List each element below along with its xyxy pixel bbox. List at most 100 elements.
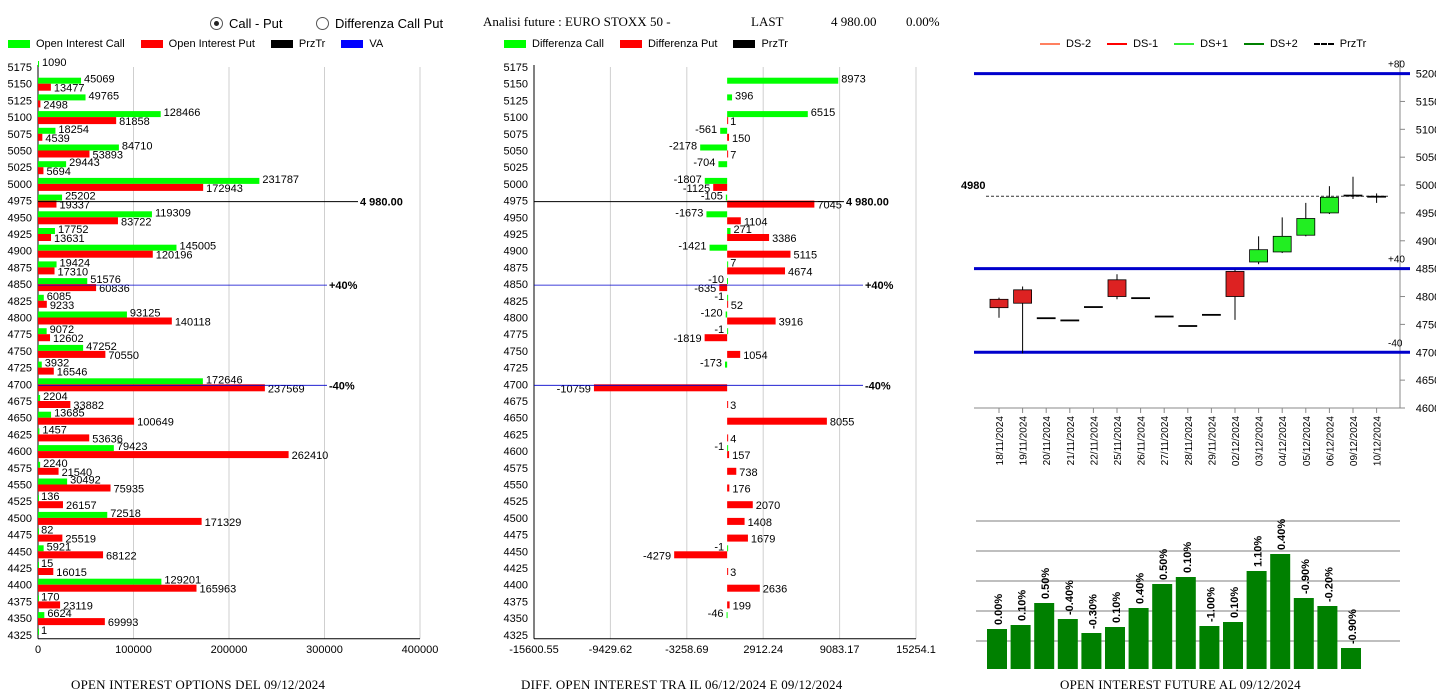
future-oi-value-label: 1.10% xyxy=(1253,536,1265,567)
diff-put-value-label: 1054 xyxy=(743,350,767,362)
put-value-label: 68122 xyxy=(106,550,137,562)
diff-put-bar xyxy=(704,334,728,342)
radio-call-put[interactable]: Call - Put xyxy=(210,16,282,31)
call-bar xyxy=(38,411,52,418)
strike-tick-label: 4900 xyxy=(8,246,32,258)
call-bar xyxy=(38,361,42,368)
future-oi-bar xyxy=(1152,584,1173,669)
y-tick-label: 4900 xyxy=(1416,236,1436,248)
put-value-label: 53893 xyxy=(92,150,123,162)
call-value-label: 5921 xyxy=(47,541,71,553)
strike-tick-label: 4775 xyxy=(504,329,528,341)
put-value-label: 140118 xyxy=(175,317,211,329)
diff-put-bar xyxy=(727,484,730,492)
diff-put-value-label: 4 xyxy=(730,433,736,445)
call-value-label: 82 xyxy=(41,525,53,537)
put-bar xyxy=(38,534,63,542)
radio-differenza[interactable]: Differenza Call Put xyxy=(316,16,443,31)
future-oi-chart: 0.00% 0.10% 0.50% -0.40% -0.30% 0.10% 0.40% 0.5… xyxy=(976,519,1400,669)
diff-call-bar xyxy=(720,127,728,134)
put-value-label: 21540 xyxy=(62,467,93,479)
legend-prztr3-label: PrzTr xyxy=(1339,38,1367,50)
y-tick-label: 5050 xyxy=(1416,152,1436,164)
strike-tick-label: 5125 xyxy=(504,95,528,107)
diff-put-bar xyxy=(727,401,729,408)
diff-put-value-label: 3 xyxy=(730,400,736,412)
level-label: -40 xyxy=(1388,338,1403,349)
future-oi-value-label: -0.20% xyxy=(1323,567,1335,602)
call-value-label: 15 xyxy=(41,558,53,570)
diff-put-bar xyxy=(727,434,729,442)
call-value-label: 84710 xyxy=(122,141,153,153)
strike-tick-label: 4375 xyxy=(504,596,528,608)
future-oi-bar xyxy=(1223,622,1243,669)
put-bar xyxy=(38,601,61,609)
future-oi-bar xyxy=(1175,577,1196,669)
put-bar xyxy=(38,618,105,626)
legend-swatch-prztr3 xyxy=(1313,43,1334,45)
strike-tick-label: 4475 xyxy=(504,530,528,542)
put-value-label: 25519 xyxy=(65,534,96,546)
put-value-label: 172943 xyxy=(206,183,243,195)
x-tick-label: 2912.24 xyxy=(743,644,783,656)
diff-put-value-label: 1104 xyxy=(744,216,768,228)
strike-tick-label: 4400 xyxy=(504,580,528,592)
x-tick-label: 300000 xyxy=(306,644,343,656)
legend-future: DS-2 DS-1 DS+1 DS+2 PrzTr xyxy=(1040,38,1382,50)
call-value-label: 1090 xyxy=(42,57,66,69)
call-value-label: 45069 xyxy=(84,74,115,86)
strike-tick-label: 4925 xyxy=(8,229,32,241)
legend-swatch-va xyxy=(341,40,364,48)
radio-differenza-label: Differenza Call Put xyxy=(335,16,444,31)
future-oi-bar xyxy=(1081,633,1102,669)
strike-tick-label: 4750 xyxy=(8,346,32,358)
put-bar xyxy=(38,350,106,358)
x-tick-label: -9429.62 xyxy=(589,644,632,656)
diff-put-value-label: 3916 xyxy=(779,317,803,329)
diff-call-value-label: 6515 xyxy=(811,107,835,119)
put-value-label: 16015 xyxy=(56,567,87,579)
candle-body xyxy=(1060,319,1080,322)
candle-body xyxy=(1154,315,1174,318)
call-value-label: 17752 xyxy=(58,224,89,236)
diff-put-bar xyxy=(727,350,741,358)
diff-call-value-label: 271 xyxy=(733,224,751,236)
diff-call-value-label: -1673 xyxy=(675,207,703,219)
put-bar xyxy=(38,467,59,475)
call-bar xyxy=(38,344,84,351)
call-bar xyxy=(38,111,161,118)
put-bar xyxy=(38,133,43,141)
strike-tick-label: 4925 xyxy=(504,229,528,241)
future-oi-value-label: 0.10% xyxy=(1229,587,1241,618)
strike-tick-label: 4350 xyxy=(504,613,528,625)
last-value: 4 980.00 xyxy=(831,14,877,29)
strike-tick-label: 5150 xyxy=(504,79,528,91)
last-label: LAST xyxy=(751,14,784,29)
legend-diff: Differenza Call Differenza Put PrzTr xyxy=(504,38,804,50)
strike-tick-label: 5175 xyxy=(8,62,32,74)
future-oi-bar xyxy=(1341,648,1361,669)
put-value-label: 4539 xyxy=(45,133,69,145)
put-value-label: 53636 xyxy=(92,433,123,445)
strike-tick-label: 4875 xyxy=(504,262,528,274)
caption-future: OPEN INTEREST FUTURE AL 09/12/2024 xyxy=(1060,677,1301,692)
diff-put-bar xyxy=(727,501,753,509)
strike-tick-label: 4775 xyxy=(8,329,32,341)
diff-put-value-label: 1679 xyxy=(751,534,775,546)
strike-tick-label: 4525 xyxy=(504,496,528,508)
call-value-label: 136 xyxy=(41,491,59,503)
diff-call-value-label: -173 xyxy=(700,358,722,370)
strike-tick-label: 5175 xyxy=(504,62,528,74)
put-value-label: 237569 xyxy=(268,383,305,395)
future-oi-bar xyxy=(1034,603,1055,669)
strike-tick-label: 5025 xyxy=(504,162,528,174)
x-tick-label: 15254.1 xyxy=(896,644,936,656)
call-bar xyxy=(38,595,39,602)
y-tick-label: 4750 xyxy=(1416,319,1436,331)
x-tick-label: -3258.69 xyxy=(665,644,708,656)
call-bar xyxy=(38,311,127,318)
call-bar xyxy=(38,562,39,568)
call-bar xyxy=(38,127,56,134)
put-value-label: 19337 xyxy=(59,200,90,212)
strike-tick-label: 4325 xyxy=(8,630,32,642)
